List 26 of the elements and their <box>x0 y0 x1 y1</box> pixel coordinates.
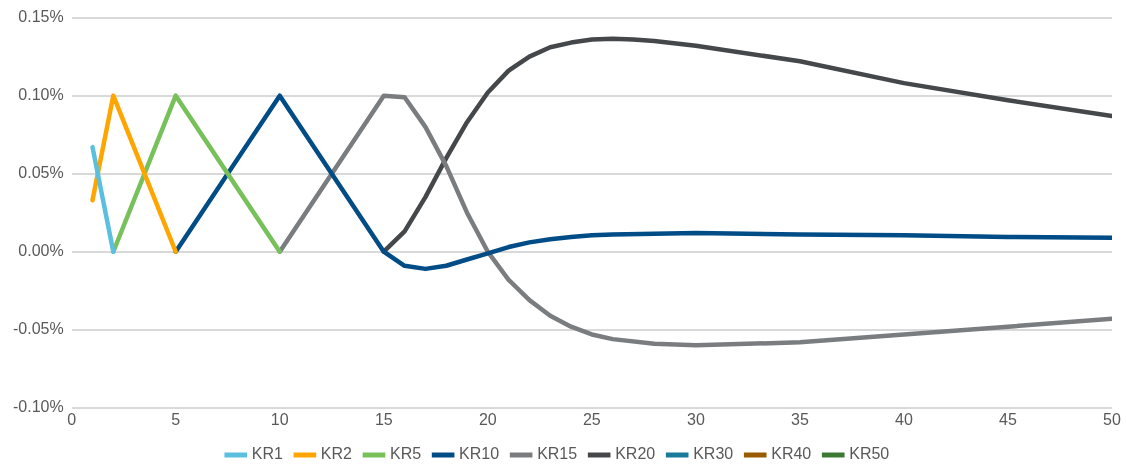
legend-label: KR20 <box>615 445 656 463</box>
y-tick-label: 0.05% <box>18 164 64 182</box>
x-tick-label: 20 <box>478 410 497 428</box>
x-tick-label: 5 <box>171 410 181 428</box>
y-tick-label: 0.10% <box>18 86 64 104</box>
x-tick-label: 40 <box>895 410 913 428</box>
y-tick-label: -0.10% <box>12 398 64 416</box>
legend-label: KR1 <box>251 445 283 463</box>
x-tick-label: 25 <box>582 410 601 428</box>
legend-label: KR30 <box>693 445 734 463</box>
x-tick-label: 30 <box>686 410 705 428</box>
legend-label: KR50 <box>849 445 890 463</box>
y-tick-label: 0.00% <box>18 242 64 260</box>
x-tick-label: 0 <box>67 410 77 428</box>
legend-label: KR40 <box>771 445 812 463</box>
x-tick-label: 10 <box>270 410 289 428</box>
x-tick-label: 35 <box>791 410 809 428</box>
legend-label: KR2 <box>320 445 353 463</box>
legend-label: KR10 <box>459 445 500 463</box>
x-tick-label: 45 <box>999 410 1017 428</box>
x-tick-label: 50 <box>1103 410 1121 428</box>
legend-label: KR15 <box>537 445 578 463</box>
y-tick-label: 0.15% <box>18 8 64 26</box>
x-tick-label: 15 <box>374 410 393 428</box>
legend-label: KR5 <box>389 445 422 463</box>
y-tick-label: -0.05% <box>12 320 64 338</box>
